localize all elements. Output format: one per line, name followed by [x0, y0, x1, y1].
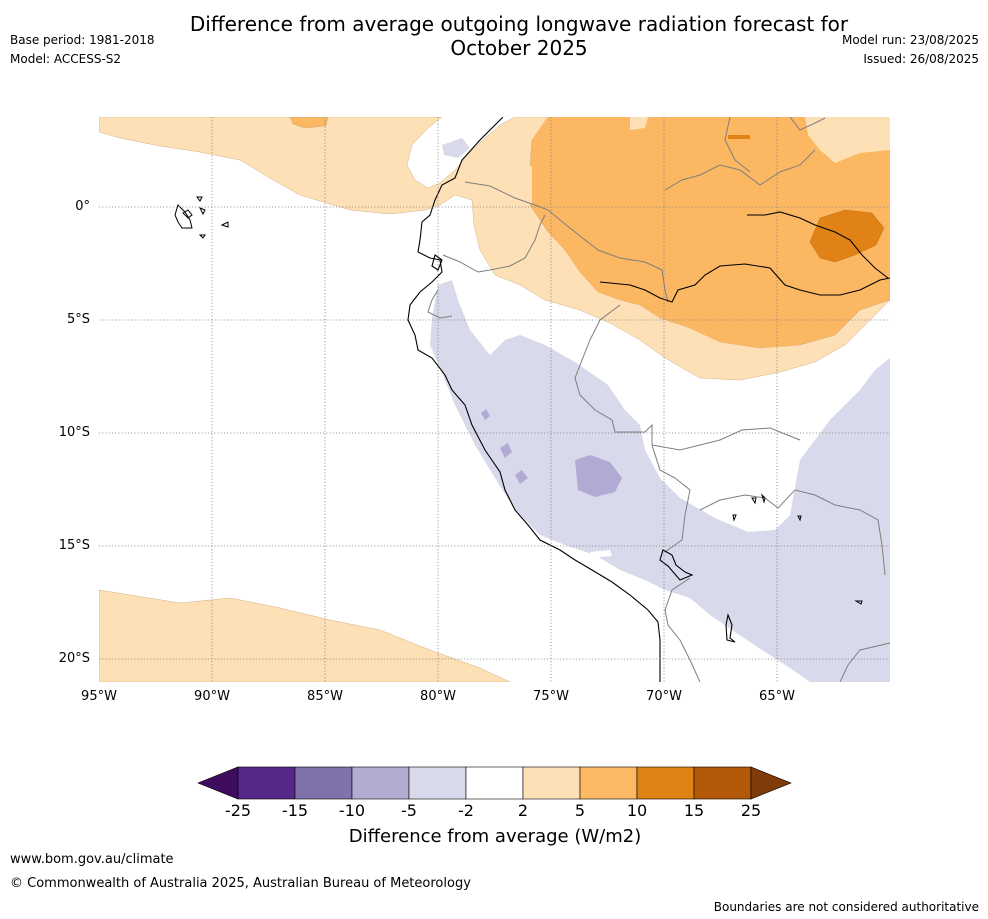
title-line-2: October 2025: [450, 36, 588, 60]
base-period-text: Base period: 1981-2018: [10, 33, 155, 47]
colorbar-tick: -25: [224, 801, 252, 820]
colorbar-segment: [693, 766, 752, 800]
colorbar-tick: 2: [517, 801, 529, 820]
chart-title: Difference from average outgoing longwav…: [0, 12, 988, 60]
lon-label-85w: 85°W: [307, 689, 343, 704]
anomaly-region-neutral-pocket-small: [590, 550, 612, 558]
anomaly-region-negative-medium-4: [481, 409, 490, 420]
colorbar-tick: -5: [401, 801, 417, 820]
lon-label-65w: 65°W: [759, 689, 795, 704]
model-run-text: Model run: 23/08/2025: [841, 33, 979, 47]
lat-label-15s: 15°S: [58, 538, 90, 553]
colorbar-tick: 25: [740, 801, 762, 820]
colorbar-segment: [579, 766, 638, 800]
disclaimer-text: Boundaries are not considered authoritat…: [713, 900, 979, 914]
colorbar-title: Difference from average (W/m2): [348, 826, 642, 847]
lat-label-0: 0°: [75, 199, 90, 214]
map-area: [99, 117, 890, 682]
lon-label-70w: 70°W: [646, 689, 682, 704]
model-text: Model: ACCESS-S2: [10, 52, 122, 66]
title-line-1: Difference from average outgoing longwav…: [189, 12, 849, 36]
colorbar-segment: [465, 766, 524, 800]
lat-label-10s: 10°S: [58, 425, 90, 440]
galapagos-islands: [174, 196, 229, 239]
anomaly-region-positive-light-ne: [805, 117, 890, 163]
lon-label-95w: 95°W: [81, 689, 117, 704]
anomaly-region-positive-strong-small: [728, 135, 750, 139]
lon-label-75w: 75°W: [533, 689, 569, 704]
anomaly-region-negative-medium-3: [515, 470, 528, 484]
issued-text: Issued: 26/08/2025: [863, 52, 979, 66]
website-link[interactable]: www.bom.gov.au/climate: [10, 852, 174, 867]
graticule: [99, 117, 890, 682]
colorbar-tick: -15: [281, 801, 309, 820]
lat-label-20s: 20°S: [58, 651, 90, 666]
anomaly-region-negative-medium-2: [500, 443, 512, 458]
colorbar-tick: 5: [574, 801, 586, 820]
colorbar: [197, 766, 792, 800]
colorbar-segment: [294, 766, 353, 800]
colorbar-extend-high: [750, 766, 792, 800]
country-borders: [427, 117, 890, 682]
colorbar-segment: [408, 766, 467, 800]
anomaly-region-negative-light-west: [430, 280, 890, 682]
copyright-text: © Commonwealth of Australia 2025, Austra…: [10, 876, 471, 891]
anomaly-region-positive-light-tip: [630, 117, 648, 130]
colorbar-segment: [522, 766, 581, 800]
colorbar-tick: -10: [338, 801, 366, 820]
colorbar-tick: 10: [626, 801, 648, 820]
colorbar-segment: [351, 766, 410, 800]
small-features: [732, 493, 863, 605]
anomaly-region-negative-light-north: [442, 138, 470, 158]
anomaly-region-positive-strong: [809, 209, 885, 263]
lat-label-5s: 5°S: [66, 312, 90, 327]
colorbar-segment: [237, 766, 296, 800]
colorbar-extend-low: [197, 766, 239, 800]
colorbar-tick: 15: [683, 801, 705, 820]
coastline: [407, 117, 890, 682]
lon-label-90w: 90°W: [194, 689, 230, 704]
anomaly-region-positive-small-north: [289, 117, 329, 129]
lon-label-80w: 80°W: [420, 689, 456, 704]
anomaly-region-negative-medium: [575, 455, 622, 497]
colorbar-segment: [636, 766, 695, 800]
colorbar-tick: -2: [458, 801, 474, 820]
